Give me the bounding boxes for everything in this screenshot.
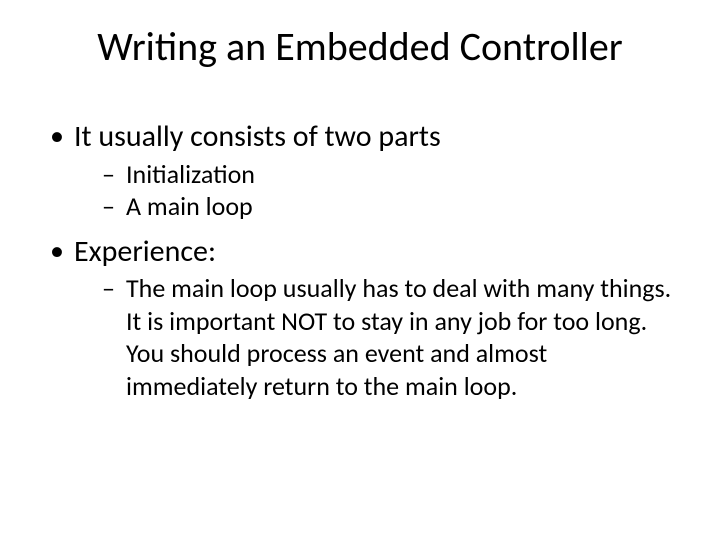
sub-bullet-item: Initialization xyxy=(102,158,678,191)
slide: Writing an Embedded Controller It usuall… xyxy=(0,0,720,540)
bullet-text: It usually consists of two parts xyxy=(74,118,441,155)
bullet-item: It usually consists of two parts Initial… xyxy=(48,118,678,223)
sub-bullet-list: The main loop usually has to deal with m… xyxy=(74,272,678,402)
slide-body: It usually consists of two parts Initial… xyxy=(48,118,678,412)
sub-bullet-item: The main loop usually has to deal with m… xyxy=(102,272,678,402)
slide-title: Writing an Embedded Controller xyxy=(0,22,720,71)
sub-bullet-text: The main loop usually has to deal with m… xyxy=(126,272,671,402)
sub-bullet-text: A main loop xyxy=(126,190,253,222)
sub-bullet-item: A main loop xyxy=(102,190,678,223)
bullet-list: It usually consists of two parts Initial… xyxy=(48,118,678,402)
sub-bullet-text: Initialization xyxy=(126,158,255,190)
bullet-text: Experience: xyxy=(74,233,216,270)
sub-bullet-list: Initialization A main loop xyxy=(74,158,678,223)
bullet-item: Experience: The main loop usually has to… xyxy=(48,233,678,403)
